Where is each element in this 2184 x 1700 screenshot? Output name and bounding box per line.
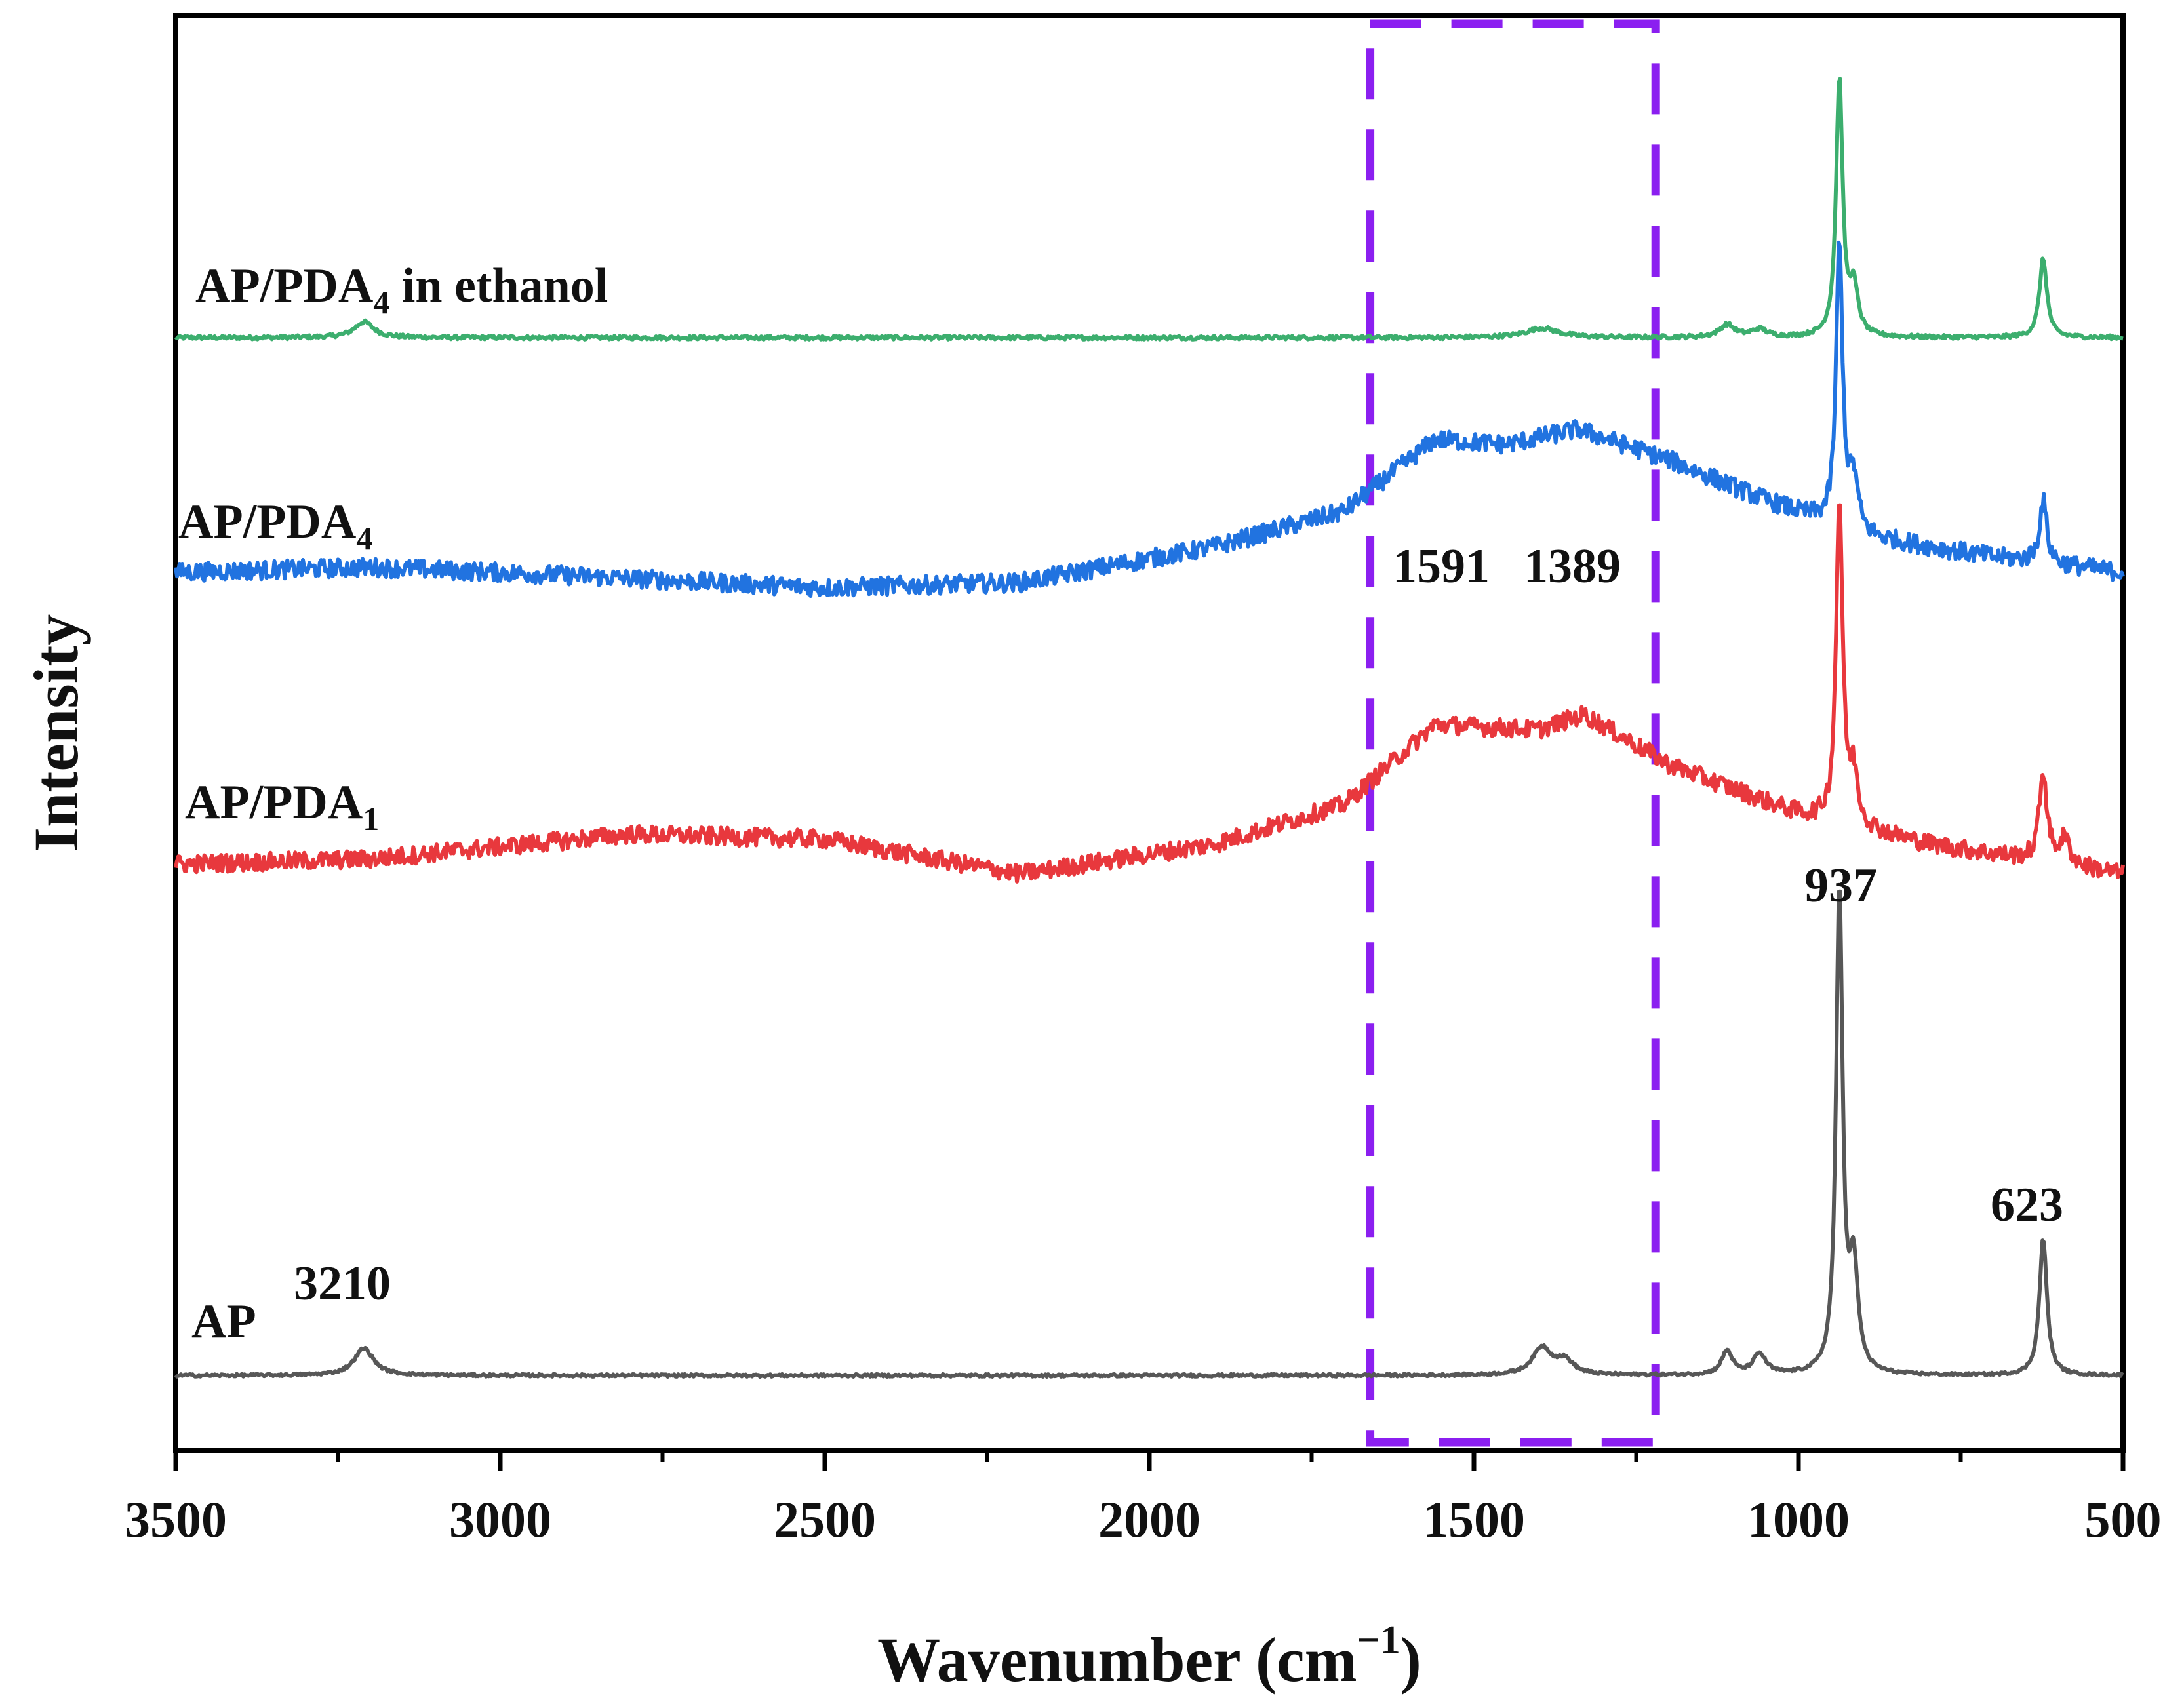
series-line-1: [174, 240, 2125, 598]
x-tick-label-1000: 1000: [1747, 1491, 1850, 1548]
plot-frame: [173, 13, 2126, 1453]
x-tick-label-1500: 1500: [1423, 1491, 1525, 1548]
x-tick-label-3500: 3500: [125, 1491, 227, 1548]
highlight-box: [1366, 19, 1660, 1447]
x-tick-label-500: 500: [2085, 1491, 2162, 1548]
series-line-3: [174, 889, 2124, 1379]
x-tick-label-2500: 2500: [774, 1491, 876, 1548]
peak-label-1389: 1389: [1524, 540, 1621, 593]
x-axis-title: Wavenumber (cm−1): [877, 1618, 1421, 1695]
series-layer: [174, 77, 2125, 1379]
peak-label-623: 623: [1991, 1178, 2063, 1232]
peak-label-937: 937: [1804, 859, 1877, 913]
series-label-ethanol: AP/PDA4 in ethanol: [195, 259, 608, 321]
y-axis-title: Intensity: [21, 614, 91, 852]
series-label-ap: AP: [191, 1295, 256, 1349]
x-tick-label-3000: 3000: [449, 1491, 551, 1548]
peak-label-3210: 3210: [294, 1257, 391, 1311]
series-label-pda1: AP/PDA1: [185, 776, 379, 837]
x-tick-label-2000: 2000: [1098, 1491, 1201, 1548]
highlight-region: [1366, 19, 1660, 1447]
series-line-2: [174, 503, 2125, 884]
series-line-0: [174, 77, 2124, 342]
x-axis-ticks: 3500 3000 2500 2000 1500 1000 500: [125, 1450, 2162, 1548]
peak-label-1591: 1591: [1393, 540, 1490, 593]
series-label-pda4: AP/PDA4: [178, 495, 372, 557]
